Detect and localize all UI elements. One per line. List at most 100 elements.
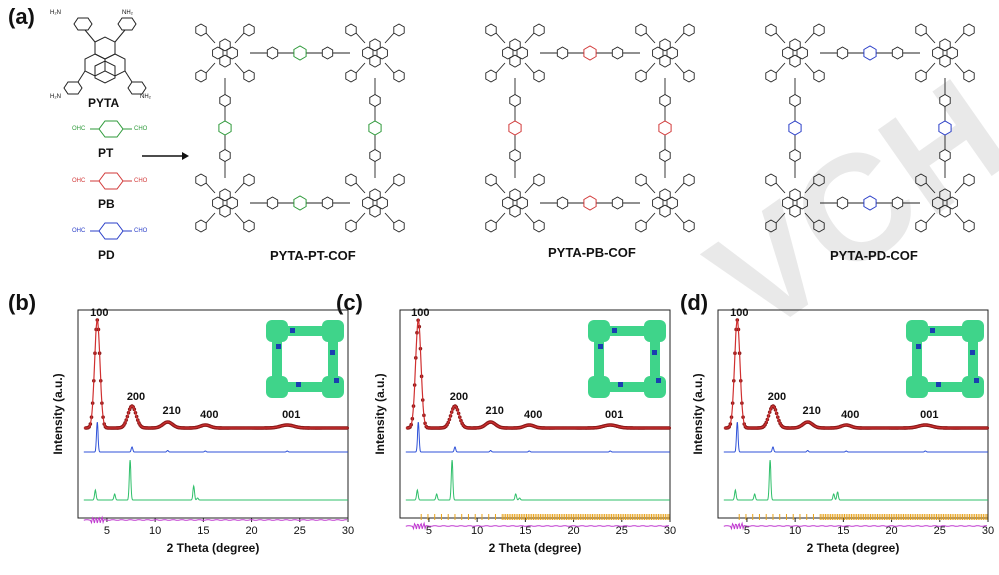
peak-label: 200	[450, 391, 468, 403]
pore-model-inset	[588, 320, 666, 398]
model-nitrogen	[296, 382, 301, 387]
x-tick-label: 15	[837, 525, 849, 537]
x-axis-label: 2 Theta (degree)	[167, 541, 260, 555]
model-linker	[288, 382, 322, 392]
peak-label: 210	[162, 405, 180, 417]
pxrd-chart-b: 5 10 15 20 25 30 2 Theta (degree) Intensity (a.…	[51, 307, 354, 555]
model-linker	[968, 342, 978, 376]
pb-ohc: OHC	[72, 178, 86, 184]
model-node	[906, 376, 928, 398]
pt-structure	[90, 120, 132, 138]
model-linker	[650, 342, 660, 376]
model-nitrogen	[330, 350, 335, 355]
peak-label: 200	[768, 391, 786, 403]
x-tick-label: 15	[519, 525, 531, 537]
pyta-structure	[63, 17, 147, 95]
y-axis-label: Intensity (a.u.)	[691, 373, 705, 454]
x-axis-label: 2 Theta (degree)	[489, 541, 582, 555]
pt-label: PT	[98, 146, 114, 160]
pd-ohc: OHC	[72, 228, 86, 234]
pyta-nh2-d: NH₂	[140, 94, 151, 100]
model-nitrogen	[974, 378, 979, 383]
pxrd-chart-d: 5 10 15 20 25 30 2 Theta (degree) Intensity (a.…	[691, 307, 994, 555]
model-linker	[912, 342, 922, 376]
model-node	[644, 320, 666, 342]
x-tick-label: 30	[342, 525, 354, 537]
x-tick-label: 20	[245, 525, 257, 537]
pore-model-inset	[266, 320, 344, 398]
model-nitrogen	[652, 350, 657, 355]
peak-label: 001	[282, 409, 300, 421]
panel-label-d: (d)	[680, 290, 709, 315]
cof-structure-pt	[195, 23, 405, 233]
pt-cho: CHO	[134, 126, 148, 132]
model-node	[906, 320, 928, 342]
y-axis-label: Intensity (a.u.)	[51, 373, 65, 454]
peak-label: 100	[90, 307, 108, 319]
x-tick-label: 30	[982, 525, 994, 537]
x-tick-label: 10	[471, 525, 483, 537]
model-nitrogen	[334, 378, 339, 383]
model-nitrogen	[916, 344, 921, 349]
cof-label-pt: PYTA-PT-COF	[270, 248, 356, 263]
peak-label: 100	[730, 307, 748, 319]
calculated-pattern	[83, 459, 348, 501]
cof-structure-pd	[765, 23, 975, 233]
difference-curve	[723, 521, 987, 531]
model-nitrogen	[936, 382, 941, 387]
y-axis-label: Intensity (a.u.)	[373, 373, 387, 454]
pb-cho: CHO	[134, 178, 148, 184]
x-tick-label: 25	[294, 525, 306, 537]
model-nitrogen	[970, 350, 975, 355]
pore-model-inset	[906, 320, 984, 398]
x-tick-label: 10	[789, 525, 801, 537]
model-node	[322, 320, 344, 342]
peak-label: 400	[200, 409, 218, 421]
simulated-pattern	[723, 422, 988, 453]
model-nitrogen	[290, 328, 295, 333]
pb-structure	[90, 172, 132, 190]
model-linker	[594, 342, 604, 376]
x-axis-label: 2 Theta (degree)	[807, 541, 900, 555]
x-tick-label: 25	[616, 525, 628, 537]
model-node	[266, 320, 288, 342]
x-tick-label: 20	[885, 525, 897, 537]
refined-profile	[723, 317, 988, 429]
x-tick-label: 30	[664, 525, 676, 537]
pd-label: PD	[98, 248, 115, 262]
x-tick-label: 25	[934, 525, 946, 537]
model-nitrogen	[618, 382, 623, 387]
simulated-pattern	[405, 422, 670, 453]
pd-structure	[90, 222, 132, 240]
model-linker	[928, 382, 962, 392]
x-tick-label: 10	[149, 525, 161, 537]
peak-label: 001	[920, 409, 938, 421]
x-tick-label: 5	[744, 525, 750, 537]
pyta-nh2-b: NH₂	[122, 10, 133, 16]
model-node	[588, 320, 610, 342]
model-linker	[610, 326, 644, 336]
x-tick-label: 5	[426, 525, 432, 537]
x-tick-label: 20	[567, 525, 579, 537]
model-linker	[288, 326, 322, 336]
pyta-label: PYTA	[88, 96, 120, 110]
model-node	[322, 376, 344, 398]
model-node	[588, 376, 610, 398]
model-linker	[610, 382, 644, 392]
peak-label: 100	[411, 307, 429, 319]
calculated-pattern	[723, 459, 988, 501]
model-node	[962, 376, 984, 398]
peak-label: 001	[605, 409, 623, 421]
calculated-pattern	[405, 459, 670, 501]
cof-structure-pb	[485, 23, 695, 233]
model-linker	[272, 342, 282, 376]
panel-label-b: (b)	[8, 290, 37, 315]
pxrd-chart-c: 5 10 15 20 25 30 2 Theta (degree) Intensity (a.…	[373, 307, 676, 555]
difference-curve	[83, 515, 347, 525]
peak-label: 210	[802, 405, 820, 417]
model-node	[266, 376, 288, 398]
pd-cho: CHO	[134, 228, 148, 234]
x-tick-label: 5	[104, 525, 110, 537]
model-linker	[328, 342, 338, 376]
model-nitrogen	[612, 328, 617, 333]
